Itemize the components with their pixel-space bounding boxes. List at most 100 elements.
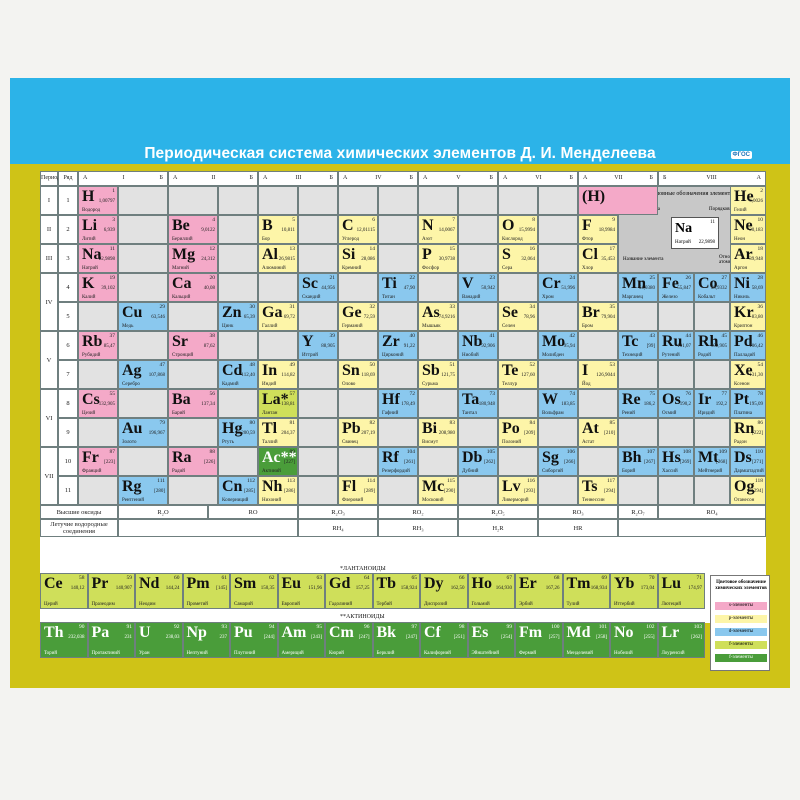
element-cell[interactable]: Br 35 79,904 Бром <box>578 302 618 331</box>
element-cell[interactable]: Ra 88 [226] Радий <box>168 447 218 476</box>
element-cell[interactable]: K 19 39,102 Калий <box>78 273 118 302</box>
element-cell[interactable]: Er 68 167,26 Эрбий <box>515 573 563 609</box>
element-cell[interactable]: Cu 29 63,546 Медь <box>118 302 168 331</box>
element-cell[interactable]: F 9 18,9984 Фтор <box>578 215 618 244</box>
element-cell[interactable]: Nh 113 [286] Нихоний <box>258 476 298 505</box>
element-cell[interactable]: Rg 111 [280] Рентгений <box>118 476 168 505</box>
element-cell[interactable]: U 92 238,03 Уран <box>135 622 183 658</box>
element-cell[interactable]: Tl 81 204,37 Таллий <box>258 418 298 447</box>
element-cell[interactable]: Ar 18 39,948 Аргон <box>730 244 766 273</box>
element-cell[interactable]: Ca 20 40,08 Кальций <box>168 273 218 302</box>
element-cell[interactable]: C 6 12,01115 Углерод <box>338 215 378 244</box>
element-cell[interactable]: Os 76 190,2 Осмий <box>658 389 694 418</box>
element-cell[interactable]: Sr 38 87,62 Стронций <box>168 331 218 360</box>
element-cell[interactable]: Po 84 [209] Полоний <box>498 418 538 447</box>
element-cell[interactable]: Cn 112 [285] Коперниций <box>218 476 258 505</box>
element-cell[interactable]: I 53 126,9044 Йод <box>578 360 618 389</box>
element-cell[interactable]: Cl 17 35,453 Хлор <box>578 244 618 273</box>
element-cell[interactable]: Y 39 88,905 Иттрий <box>298 331 338 360</box>
element-cell[interactable]: Cf 98 [251] Калифорний <box>420 622 468 658</box>
element-cell[interactable]: Au 79 196,967 Золото <box>118 418 168 447</box>
element-cell[interactable]: Rf 104 [261] Резерфордий <box>378 447 418 476</box>
element-cell[interactable]: Pb 82 207,19 Свинец <box>338 418 378 447</box>
element-cell[interactable]: Fl 114 [289] Флеровий <box>338 476 378 505</box>
element-cell[interactable]: Re 75 186,2 Рений <box>618 389 658 418</box>
element-cell[interactable]: Hg 80 200,59 Ртуть <box>218 418 258 447</box>
element-cell[interactable]: Cm 96 [247] Кюрий <box>325 622 373 658</box>
element-cell[interactable]: Be 4 9,0122 Бериллий <box>168 215 218 244</box>
element-cell[interactable]: Pm 61 [145] Прометий <box>182 573 230 609</box>
element-cell[interactable]: Rb 37 85,47 Рубидий <box>78 331 118 360</box>
element-cell[interactable]: Pd 46 106,42 Палладий <box>730 331 766 360</box>
element-cell[interactable]: Zn 30 65,39 Цинк <box>218 302 258 331</box>
element-cell[interactable]: N 7 14,0067 Азот <box>418 215 458 244</box>
element-cell[interactable]: In 49 114,82 Индий <box>258 360 298 389</box>
element-cell[interactable]: Es 99 [254] Эйнштейний <box>467 622 515 658</box>
element-cell[interactable]: Ir 77 192,2 Иридий <box>694 389 730 418</box>
element-cell[interactable]: Fe 26 55,847 Железо <box>658 273 694 302</box>
element-cell[interactable]: Cr 24 51,996 Хром <box>538 273 578 302</box>
element-cell[interactable]: Bk 97 [247] Берклий <box>372 622 420 658</box>
element-cell[interactable]: H 1 1,00797 Водород <box>78 186 118 215</box>
element-cell[interactable]: Fm 100 [257] Фермий <box>515 622 563 658</box>
element-cell[interactable]: Mo 42 95,94 Молибден <box>538 331 578 360</box>
element-cell[interactable]: Ts 117 [294] Теннессин <box>578 476 618 505</box>
element-cell[interactable]: S 16 32,064 Сера <box>498 244 538 273</box>
element-cell[interactable]: Sc 21 44,956 Скандий <box>298 273 338 302</box>
element-cell[interactable]: V 23 50,942 Ванадий <box>458 273 498 302</box>
element-cell[interactable]: Rn 86 [222] Радон <box>730 418 766 447</box>
element-cell[interactable]: As 33 74,9216 Мышьяк <box>418 302 458 331</box>
element-cell[interactable]: Eu 63 151,96 Европий <box>277 573 325 609</box>
element-cell[interactable]: Dy 66 162,50 Диспрозий <box>420 573 468 609</box>
element-cell[interactable]: Yb 70 173,04 Иттербий <box>610 573 658 609</box>
element-cell[interactable]: Mt 109 [268] Мейтнерий <box>694 447 730 476</box>
element-cell[interactable]: Ne 10 20,183 Неон <box>730 215 766 244</box>
element-cell[interactable]: Ga 31 69,72 Галлий <box>258 302 298 331</box>
element-cell[interactable]: Li 3 6,939 Литий <box>78 215 118 244</box>
element-cell[interactable]: Ni 28 58,69 Никель <box>730 273 766 302</box>
element-cell[interactable]: Hs 108 [269] Хассий <box>658 447 694 476</box>
element-cell[interactable]: Lv 116 [293] Ливерморий <box>498 476 538 505</box>
element-cell[interactable]: Na 11 22,9898 Натрий <box>78 244 118 273</box>
element-cell[interactable]: W 74 183,85 Вольфрам <box>538 389 578 418</box>
element-cell[interactable]: Og 118 [294] Оганесон <box>730 476 766 505</box>
element-cell[interactable]: Ac** 89 [227] Актиний <box>258 447 298 476</box>
element-cell[interactable]: Ru 44 101,07 Рутений <box>658 331 694 360</box>
element-cell[interactable]: Zr 40 91,22 Цирконий <box>378 331 418 360</box>
element-cell[interactable]: Mg 12 24,312 Магний <box>168 244 218 273</box>
element-cell[interactable]: No 102 [255] Нобелий <box>610 622 658 658</box>
element-cell[interactable]: Al 13 26,9815 Алюминий <box>258 244 298 273</box>
element-cell[interactable]: Lr 103 [262] Лоуренсий <box>657 622 705 658</box>
element-cell[interactable]: Sm 62 150,35 Самарий <box>230 573 278 609</box>
element-cell[interactable]: Sb 51 121,75 Сурьма <box>418 360 458 389</box>
element-cell[interactable]: O 8 15,9994 Кислород <box>498 215 538 244</box>
element-cell[interactable]: Ge 32 72,59 Германий <box>338 302 378 331</box>
element-cell[interactable]: Hf 72 178,49 Гафний <box>378 389 418 418</box>
element-cell[interactable]: Pt 78 195,09 Платина <box>730 389 766 418</box>
element-cell[interactable]: Fr 87 [223] Франций <box>78 447 118 476</box>
element-cell[interactable]: Sn 50 118,69 Олово <box>338 360 378 389</box>
element-cell[interactable]: Ho 67 164,930 Гольмий <box>467 573 515 609</box>
element-cell[interactable]: Np 93 237 Нептуний <box>182 622 230 658</box>
element-cell[interactable]: Ce 58 140,12 Церий <box>40 573 88 609</box>
element-cell[interactable]: Ti 22 47,90 Титан <box>378 273 418 302</box>
element-cell[interactable]: Ds 110 [271] Дармштадтий <box>730 447 766 476</box>
element-cell[interactable]: Bi 83 208,980 Висмут <box>418 418 458 447</box>
element-cell[interactable]: Lu 71 174,97 Лютеций <box>657 573 705 609</box>
element-cell[interactable]: Tb 65 158,924 Тербий <box>372 573 420 609</box>
element-cell[interactable]: Md 101 [258] Менделевий <box>562 622 610 658</box>
element-cell[interactable]: Tm 69 168,934 Тулий <box>562 573 610 609</box>
element-cell[interactable]: P 15 30,9738 Фосфор <box>418 244 458 273</box>
element-cell[interactable]: Kr 36 83,80 Криптон <box>730 302 766 331</box>
element-cell[interactable]: (H) <box>578 186 658 215</box>
element-cell[interactable]: Ta 73 180,948 Тантал <box>458 389 498 418</box>
element-cell[interactable]: Rh 45 102,905 Родий <box>694 331 730 360</box>
element-cell[interactable]: Sg 106 [266] Сиборгий <box>538 447 578 476</box>
element-cell[interactable]: Ba 56 137,34 Барий <box>168 389 218 418</box>
element-cell[interactable]: Se 34 78,96 Селен <box>498 302 538 331</box>
element-cell[interactable]: Pa 91 231 Протактиний <box>87 622 135 658</box>
element-cell[interactable]: Co 27 58,9332 Кобальт <box>694 273 730 302</box>
element-cell[interactable]: Mn 25 54,9380 Марганец <box>618 273 658 302</box>
element-cell[interactable]: Pu 94 [244] Плутоний <box>230 622 278 658</box>
element-cell[interactable]: Nb 41 92,906 Ниобий <box>458 331 498 360</box>
